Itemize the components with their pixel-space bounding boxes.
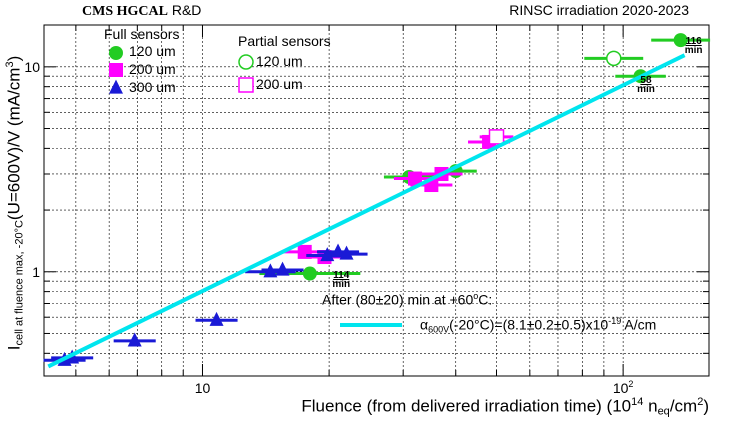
data-point xyxy=(339,245,354,260)
legend-full-200-label: 200 um xyxy=(129,61,176,77)
legend-marker-full-300 xyxy=(109,79,123,94)
annotation-116-min: 116 min xyxy=(684,35,703,56)
data-point xyxy=(673,33,688,48)
experiment-label: CMS HGCAL R&D xyxy=(82,2,201,20)
experiment-label-bold: CMS HGCAL xyxy=(82,4,168,19)
y-tick-label: 10 xyxy=(24,59,40,75)
legend-marker-full-120 xyxy=(109,46,123,60)
data-point xyxy=(209,311,224,326)
x-tick-label: 102 xyxy=(613,379,634,396)
legend-marker-partial-200 xyxy=(238,77,254,93)
legend-full-120-label: 120 um xyxy=(129,43,176,59)
legend-full-300-label: 300 um xyxy=(129,79,176,95)
campaign-label: RINSC irradiation 2020-2023 xyxy=(509,2,689,18)
x-tick-label: 10 xyxy=(195,380,211,396)
data-point xyxy=(302,266,317,281)
fit-legend-label: α600V(-20°C)=(8.1±0.2±0.5)x10-19 A/cm xyxy=(420,316,657,335)
data-point xyxy=(606,50,622,67)
legend-marker-partial-120 xyxy=(238,54,254,70)
annotation-114-min: 114 min xyxy=(332,270,351,291)
annotation-58-min: 58 min xyxy=(637,75,655,96)
y-axis-label: Icell at fluence max, -20°C(U=600V)/V (m… xyxy=(4,55,26,351)
data-point xyxy=(127,332,142,347)
legend-full-title: Full sensors xyxy=(104,26,180,42)
data-point xyxy=(407,171,422,186)
data-point xyxy=(488,129,505,145)
fit-line xyxy=(47,53,686,369)
data-point xyxy=(275,261,290,276)
legend-marker-full-200 xyxy=(109,63,123,77)
legend-partial-120-label: 120 um xyxy=(256,53,303,69)
plot-frame xyxy=(43,24,710,377)
x-axis-label: Fluence (from delivered irradiation time… xyxy=(301,396,709,418)
y-tick-label: 1 xyxy=(32,264,40,280)
legend-partial-200-label: 200 um xyxy=(256,76,303,92)
annealing-title: After (80±20) min at +60oC: xyxy=(322,291,493,308)
experiment-label-rest: R&D xyxy=(167,2,202,18)
legend-partial-title: Partial sensors xyxy=(238,33,331,49)
